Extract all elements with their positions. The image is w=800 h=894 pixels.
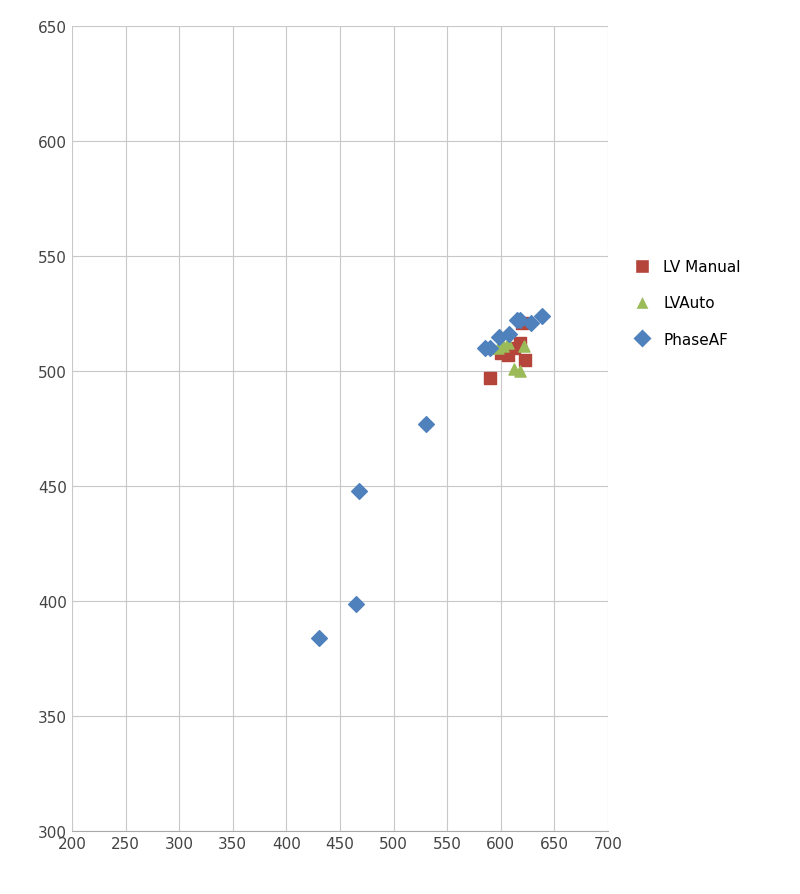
LV Manual: [507, 342, 520, 356]
PhaseAF: [503, 328, 516, 342]
PhaseAF: [514, 314, 526, 328]
LVAuto: [514, 365, 526, 379]
PhaseAF: [350, 596, 362, 611]
LV Manual: [502, 349, 514, 363]
PhaseAF: [419, 417, 432, 432]
PhaseAF: [492, 330, 505, 344]
LVAuto: [497, 339, 510, 353]
LV Manual: [494, 346, 507, 360]
LVAuto: [507, 362, 520, 376]
PhaseAF: [484, 342, 497, 356]
LVAuto: [518, 339, 530, 353]
PhaseAF: [353, 484, 366, 498]
PhaseAF: [510, 314, 523, 328]
PhaseAF: [535, 309, 548, 324]
LV Manual: [514, 337, 526, 351]
LV Manual: [519, 353, 532, 367]
LVAuto: [491, 342, 504, 356]
Legend: LV Manual, LVAuto, PhaseAF: LV Manual, LVAuto, PhaseAF: [626, 260, 741, 348]
PhaseAF: [525, 316, 538, 331]
LV Manual: [516, 316, 529, 331]
LVAuto: [502, 337, 514, 351]
LV Manual: [484, 371, 497, 385]
PhaseAF: [478, 342, 491, 356]
PhaseAF: [312, 631, 325, 645]
LVAuto: [484, 342, 497, 356]
